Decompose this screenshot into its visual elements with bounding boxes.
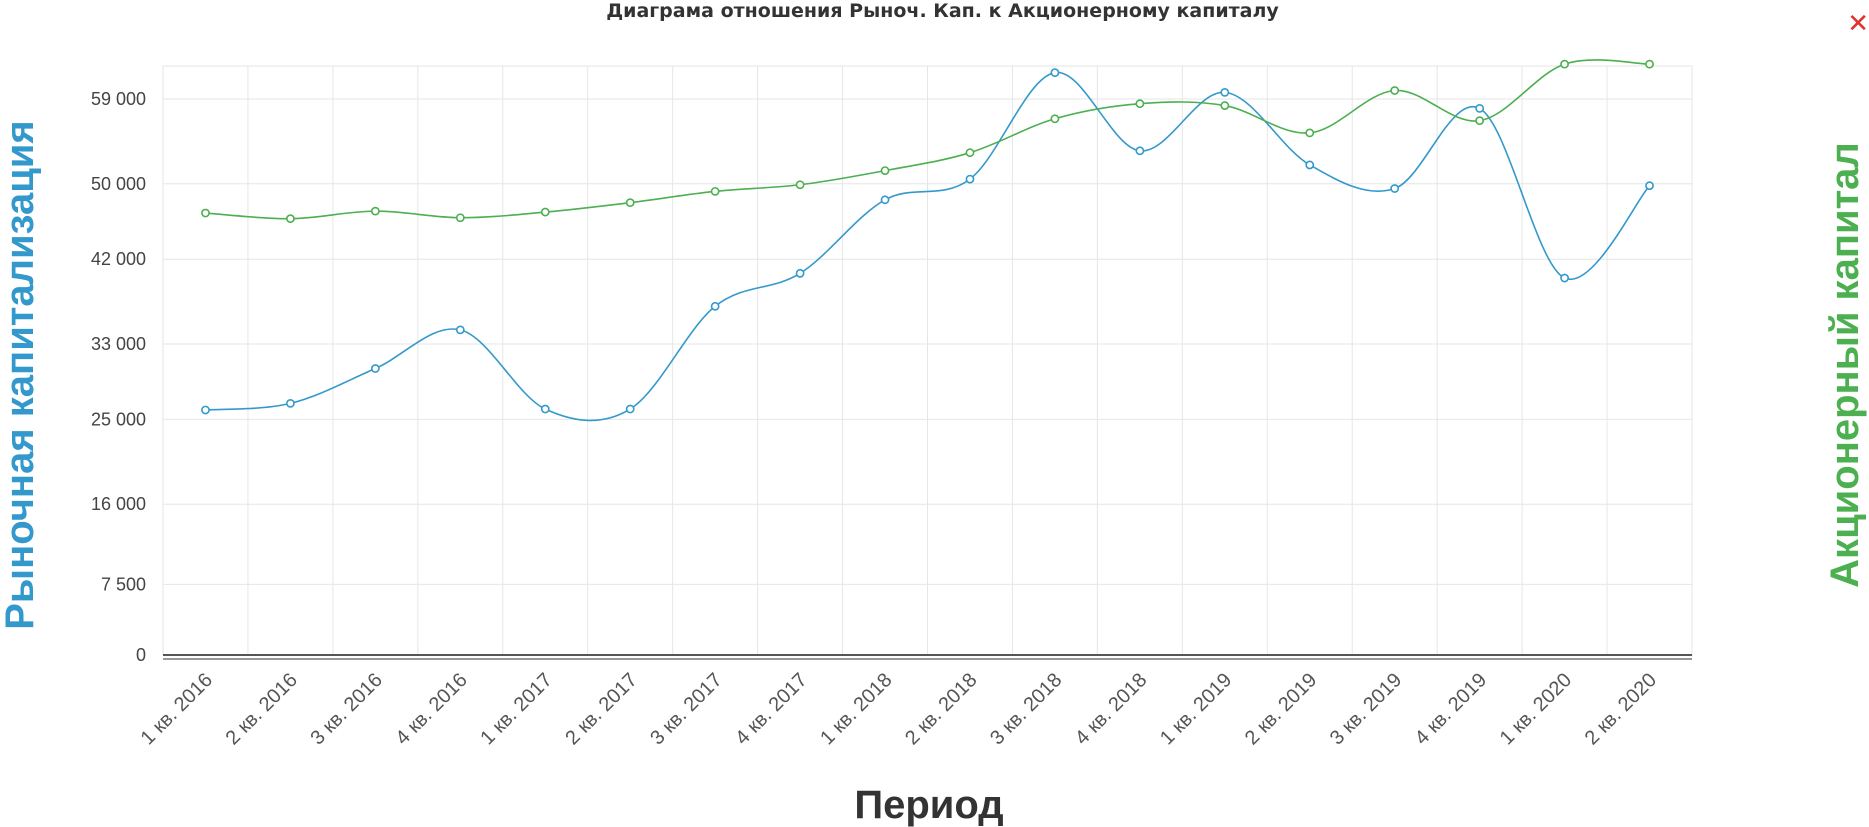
y-tick-label: 16 000 bbox=[91, 494, 146, 514]
x-tick-label: 1 кв. 2018 bbox=[816, 669, 896, 749]
data-point-market_cap[interactable] bbox=[795, 268, 805, 278]
data-point-equity[interactable] bbox=[1475, 116, 1485, 126]
x-axis-title: Период bbox=[854, 783, 1003, 827]
series-market_cap bbox=[201, 68, 1654, 422]
data-point-market_cap[interactable] bbox=[710, 301, 720, 311]
x-tick-label: 1 кв. 2020 bbox=[1496, 669, 1576, 749]
data-point-equity[interactable] bbox=[370, 206, 380, 216]
x-tick-label: 1 кв. 2016 bbox=[137, 669, 217, 749]
data-point-market_cap[interactable] bbox=[1390, 184, 1400, 193]
data-point-equity[interactable] bbox=[455, 213, 465, 223]
x-tick-label: 2 кв. 2019 bbox=[1241, 669, 1321, 749]
data-point-market_cap[interactable] bbox=[625, 404, 635, 414]
y-tick-label: 25 000 bbox=[91, 409, 146, 429]
y-tick-label: 42 000 bbox=[91, 249, 146, 269]
grid bbox=[162, 65, 1693, 660]
data-point-market_cap[interactable] bbox=[880, 195, 890, 205]
data-point-market_cap[interactable] bbox=[540, 404, 550, 414]
data-point-equity[interactable] bbox=[1305, 128, 1315, 138]
data-point-market_cap[interactable] bbox=[286, 398, 295, 408]
y-tick-label: 50 000 bbox=[91, 174, 146, 194]
x-tick-label: 2 кв. 2016 bbox=[222, 669, 302, 749]
data-point-market_cap[interactable] bbox=[1220, 87, 1230, 97]
chart-title: Диаграма отношения Рыноч. Кап. к Акционе… bbox=[606, 0, 1279, 22]
data-point-equity[interactable] bbox=[1220, 101, 1230, 110]
x-tick-label: 2 кв. 2018 bbox=[901, 669, 981, 749]
data-point-market_cap[interactable] bbox=[1135, 146, 1145, 156]
y-axis-title-right: Акционерный капитал bbox=[1823, 142, 1867, 588]
data-point-market_cap[interactable] bbox=[965, 174, 975, 184]
y-tick-label: 59 000 bbox=[91, 89, 146, 109]
series-equity bbox=[201, 59, 1654, 224]
data-point-market_cap[interactable] bbox=[1050, 68, 1060, 77]
y-tick-label: 33 000 bbox=[91, 334, 146, 354]
data-point-equity[interactable] bbox=[1560, 59, 1569, 69]
x-tick-label: 3 кв. 2016 bbox=[307, 669, 387, 749]
y-tick-label: 0 bbox=[136, 645, 146, 665]
x-tick-label: 4 кв. 2018 bbox=[1071, 669, 1151, 749]
data-point-equity[interactable] bbox=[540, 207, 550, 217]
x-tick-label: 4 кв. 2017 bbox=[731, 669, 811, 749]
series-layer bbox=[201, 59, 1654, 422]
y-tick-label: 7 500 bbox=[101, 574, 146, 594]
x-tick-label: 2 кв. 2020 bbox=[1581, 669, 1661, 749]
data-point-equity[interactable] bbox=[286, 214, 295, 224]
data-point-equity[interactable] bbox=[795, 180, 805, 190]
x-axis-ticks: 1 кв. 2016 2 кв. 2016 3 кв. 2016 4 кв. 2016… bbox=[137, 669, 1661, 749]
data-point-equity[interactable] bbox=[1135, 99, 1145, 109]
data-point-market_cap[interactable] bbox=[1645, 181, 1654, 191]
data-point-equity[interactable] bbox=[965, 148, 975, 158]
x-tick-label: 4 кв. 2019 bbox=[1411, 669, 1491, 749]
data-point-equity[interactable] bbox=[625, 198, 635, 208]
data-point-market_cap[interactable] bbox=[1560, 273, 1569, 283]
data-point-equity[interactable] bbox=[1050, 114, 1060, 124]
data-point-equity[interactable] bbox=[710, 186, 720, 196]
data-point-equity[interactable] bbox=[201, 208, 210, 218]
data-point-equity[interactable] bbox=[1645, 59, 1654, 69]
x-tick-label: 1 кв. 2017 bbox=[476, 669, 556, 749]
y-axis-ticks: 0 7 500 16 000 25 000 33 000 42 000 50 000 59 0… bbox=[91, 89, 146, 665]
data-point-market_cap[interactable] bbox=[455, 325, 465, 335]
data-point-equity[interactable] bbox=[880, 166, 890, 176]
data-point-equity[interactable] bbox=[1390, 86, 1400, 95]
data-point-market_cap[interactable] bbox=[370, 364, 380, 373]
x-tick-label: 2 кв. 2017 bbox=[561, 669, 641, 749]
data-point-market_cap[interactable] bbox=[1475, 104, 1485, 113]
x-tick-label: 3 кв. 2018 bbox=[986, 669, 1066, 749]
data-point-market_cap[interactable] bbox=[1305, 160, 1315, 170]
x-tick-label: 3 кв. 2017 bbox=[646, 669, 726, 749]
x-tick-label: 4 кв. 2016 bbox=[391, 669, 471, 749]
data-point-market_cap[interactable] bbox=[201, 405, 210, 415]
x-tick-label: 3 кв. 2019 bbox=[1326, 669, 1406, 749]
y-axis-title-left: Рыночная капитализация bbox=[0, 120, 42, 630]
x-tick-label: 1 кв. 2019 bbox=[1156, 669, 1236, 749]
close-icon[interactable]: ✕ bbox=[1847, 8, 1869, 38]
